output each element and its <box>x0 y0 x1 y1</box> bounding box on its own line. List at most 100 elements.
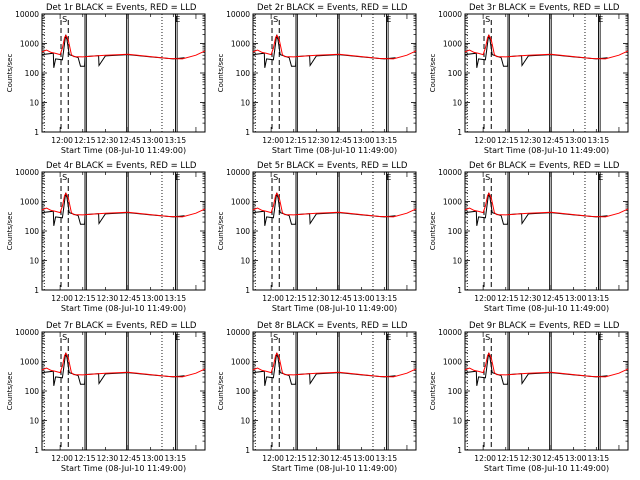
y-tick-label: 100 <box>236 227 251 236</box>
x-tick-label: 12:15 <box>285 136 307 145</box>
x-tick-label: 13:00 <box>353 294 375 303</box>
lld-line <box>252 352 417 378</box>
x-tick-label: 12:30 <box>97 454 119 463</box>
annotation-e: E <box>598 15 603 24</box>
panel-det-4r: Det 4r BLACK = Events, RED = LLD 1 10 100 10… <box>6 161 206 313</box>
x-axis-label: Start Time (08-Jul-10 11:49:00) <box>272 146 397 155</box>
lld-line <box>41 192 206 218</box>
panel-det-2r: Det 2r BLACK = Events, RED = LLD 1 10 100 10… <box>217 3 417 155</box>
annotation-e: E <box>175 333 180 342</box>
annotation-e: E <box>175 173 180 182</box>
y-tick-label: 10 <box>29 99 39 108</box>
x-tick-label: 12:00 <box>262 294 284 303</box>
x-tick-label: 12:15 <box>285 294 307 303</box>
y-tick-label: 10 <box>29 257 39 266</box>
x-tick-label: 12:30 <box>520 294 542 303</box>
annotation-e: E <box>386 333 391 342</box>
x-tick-label: 12:15 <box>74 136 96 145</box>
y-tick-label: 1 <box>457 286 462 295</box>
y-tick-label: 10000 <box>438 328 462 337</box>
x-tick-label: 12:30 <box>308 294 330 303</box>
y-tick-label: 1000 <box>231 198 250 207</box>
annotation-s: S <box>62 333 67 342</box>
lld-line <box>41 352 206 378</box>
y-tick-label: 1000 <box>443 358 462 367</box>
x-tick-label: 13:15 <box>375 454 397 463</box>
x-axis-label: Start Time (08-Jul-10 11:49:00) <box>61 464 186 473</box>
annotation-e: E <box>386 173 391 182</box>
plot-frame <box>41 13 206 133</box>
x-tick-label: 12:45 <box>119 454 141 463</box>
panel-title: Det 3r BLACK = Events, RED = LLD <box>469 3 620 13</box>
plot-frame <box>252 13 417 133</box>
x-tick-label: 12:45 <box>330 136 352 145</box>
panel-det-1r: Det 1r BLACK = Events, RED = LLD 1 10 100 10… <box>6 3 206 155</box>
events-line <box>464 34 608 68</box>
x-tick-label: 12:30 <box>308 454 330 463</box>
x-axis-label: Start Time (08-Jul-10 11:49:00) <box>61 146 186 155</box>
y-tick-label: 1 <box>245 446 250 455</box>
x-tick-label: 12:00 <box>474 294 496 303</box>
y-tick-label: 100 <box>25 227 40 236</box>
x-axis-label: Start Time (08-Jul-10 11:49:00) <box>61 304 186 313</box>
x-tick-label: 12:30 <box>97 294 119 303</box>
x-tick-label: 13:15 <box>375 136 397 145</box>
annotation-e: E <box>386 15 391 24</box>
y-tick-label: 10 <box>452 417 462 426</box>
panel-title: Det 9r BLACK = Events, RED = LLD <box>469 321 620 331</box>
x-tick-label: 12:45 <box>542 136 564 145</box>
y-tick-label: 1000 <box>20 198 39 207</box>
panel-title: Det 2r BLACK = Events, RED = LLD <box>257 3 408 13</box>
panel-det-8r: Det 8r BLACK = Events, RED = LLD 1 10 100 10… <box>217 321 417 473</box>
plot-frame <box>41 331 206 451</box>
y-tick-label: 100 <box>448 227 463 236</box>
x-tick-label: 12:15 <box>497 294 519 303</box>
lld-line <box>41 34 206 60</box>
x-tick-label: 13:15 <box>587 136 609 145</box>
x-tick-label: 12:00 <box>262 454 284 463</box>
y-tick-label: 1 <box>34 286 39 295</box>
y-tick-label: 10000 <box>226 168 250 177</box>
panel-title: Det 5r BLACK = Events, RED = LLD <box>257 161 408 171</box>
events-line <box>464 192 608 226</box>
y-tick-label: 1 <box>34 446 39 455</box>
x-tick-label: 12:00 <box>51 136 73 145</box>
plot-frame <box>464 171 629 291</box>
panel-det-3r: Det 3r BLACK = Events, RED = LLD 1 10 100 10… <box>429 3 629 155</box>
x-tick-label: 13:15 <box>164 294 186 303</box>
panel-det-5r: Det 5r BLACK = Events, RED = LLD 1 10 100 10… <box>217 161 417 313</box>
y-tick-label: 100 <box>236 387 251 396</box>
plot-frame <box>464 13 629 133</box>
x-tick-label: 12:00 <box>262 136 284 145</box>
y-tick-label: 10000 <box>15 328 39 337</box>
lld-line <box>252 34 417 60</box>
annotation-s: S <box>485 173 490 182</box>
lld-line <box>464 34 629 60</box>
y-tick-label: 1000 <box>443 198 462 207</box>
y-tick-label: 10 <box>452 257 462 266</box>
x-tick-label: 12:00 <box>51 294 73 303</box>
y-tick-label: 1000 <box>231 358 250 367</box>
plot-frame <box>464 331 629 451</box>
y-axis-label: Counts/sec <box>217 212 225 251</box>
x-axis-label: Start Time (08-Jul-10 11:49:00) <box>484 146 609 155</box>
x-tick-label: 12:45 <box>330 294 352 303</box>
x-tick-label: 12:00 <box>474 454 496 463</box>
panel-title: Det 8r BLACK = Events, RED = LLD <box>257 321 408 331</box>
x-tick-label: 12:15 <box>74 294 96 303</box>
x-tick-label: 12:15 <box>497 454 519 463</box>
events-line <box>464 352 608 386</box>
y-tick-label: 10 <box>29 417 39 426</box>
y-tick-label: 10000 <box>226 328 250 337</box>
y-tick-label: 100 <box>448 387 463 396</box>
y-tick-label: 1 <box>457 446 462 455</box>
annotation-s: S <box>485 15 490 24</box>
lld-line <box>464 352 629 378</box>
x-tick-label: 13:00 <box>565 136 587 145</box>
x-tick-label: 13:15 <box>375 294 397 303</box>
events-line <box>41 352 185 386</box>
x-tick-label: 12:00 <box>474 136 496 145</box>
x-tick-label: 12:30 <box>520 454 542 463</box>
panel-title: Det 7r BLACK = Events, RED = LLD <box>46 321 197 331</box>
